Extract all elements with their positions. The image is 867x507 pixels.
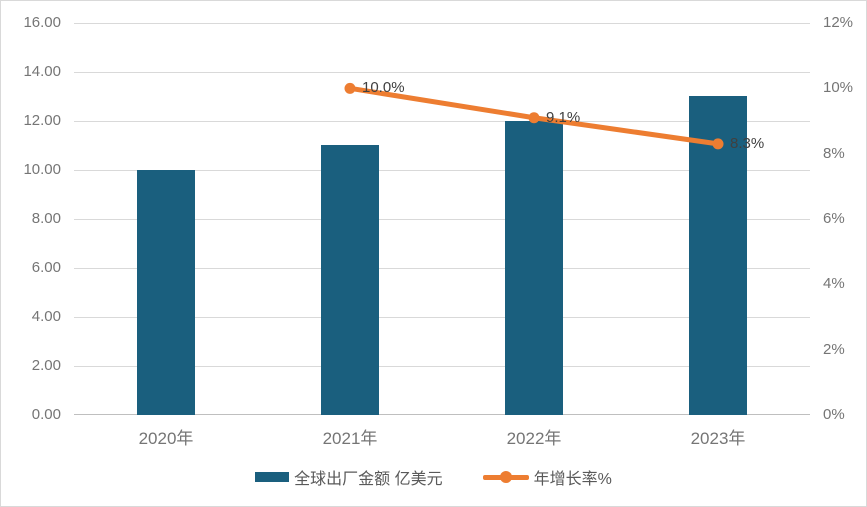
legend-label-bar-series: 全球出厂金额 亿美元 bbox=[294, 471, 443, 488]
right-axis-tick: 8% bbox=[823, 144, 845, 162]
gridline bbox=[74, 219, 810, 220]
line-marker-icon bbox=[499, 471, 512, 483]
gridline bbox=[74, 72, 810, 73]
right-axis-tick: 12% bbox=[823, 14, 854, 31]
left-axis-tick: 0.00 bbox=[31, 406, 61, 423]
line-marker-2023年 bbox=[712, 138, 724, 150]
gridline bbox=[74, 317, 810, 318]
gridline bbox=[74, 366, 810, 367]
left-axis-tick: 2.00 bbox=[31, 357, 61, 374]
legend-item-line-series: 年增长率% bbox=[482, 465, 612, 489]
right-axis-tick: 6% bbox=[823, 209, 845, 227]
left-axis-tick: 14.00 bbox=[23, 63, 61, 80]
data-label-2022年: 9.1% bbox=[546, 109, 581, 126]
x-axis-label: 2020年 bbox=[138, 429, 194, 448]
legend-item-bar-series: 全球出厂金额 亿美元 bbox=[255, 465, 443, 489]
line-marker-2022年 bbox=[528, 112, 540, 124]
left-axis-tick: 12.00 bbox=[23, 112, 61, 129]
left-axis-tick: 6.00 bbox=[31, 259, 61, 276]
right-axis-tick: 0% bbox=[823, 405, 845, 423]
x-axis-line bbox=[74, 414, 810, 415]
data-label-2023年: 8.3% bbox=[730, 135, 765, 152]
right-axis-ticks: 12% 10% 8% 6% 4% 2% 0% bbox=[823, 14, 866, 424]
line-marker-2021年 bbox=[344, 82, 356, 94]
x-axis-label: 2022年 bbox=[506, 429, 562, 448]
gridline bbox=[74, 170, 810, 171]
gridline bbox=[74, 23, 810, 24]
legend: 全球出厂金额 亿美元 年增长率% bbox=[1, 465, 866, 489]
gridline bbox=[74, 121, 810, 122]
right-axis-tick: 4% bbox=[823, 275, 845, 293]
right-axis-tick: 10% bbox=[823, 79, 854, 97]
x-axis-label: 2023年 bbox=[690, 429, 746, 448]
bar-swatch-icon bbox=[255, 472, 290, 482]
bar-2022年 bbox=[505, 121, 563, 415]
line-swatch-icon bbox=[482, 471, 529, 483]
plot-area: 10.0% 9.1% 8.3% bbox=[74, 23, 810, 415]
bar-2021年 bbox=[321, 145, 379, 415]
gridline bbox=[74, 268, 810, 269]
left-axis-ticks: 16.00 14.00 12.00 10.00 8.00 6.00 4.00 2… bbox=[1, 14, 61, 424]
x-axis-labels: 2020年 2021年 2022年 2023年 bbox=[74, 424, 810, 449]
bar-2020年 bbox=[137, 170, 195, 415]
right-axis-tick: 2% bbox=[823, 340, 845, 358]
left-axis-tick: 16.00 bbox=[23, 14, 61, 31]
left-axis-tick: 4.00 bbox=[31, 308, 61, 325]
left-axis-tick: 10.00 bbox=[23, 161, 61, 178]
growth-rate-line bbox=[344, 82, 724, 150]
data-label-2021年: 10.0% bbox=[362, 79, 405, 96]
legend-label-line-series: 年增长率% bbox=[533, 471, 612, 488]
x-axis-label: 2021年 bbox=[322, 429, 378, 448]
left-axis-tick: 8.00 bbox=[31, 210, 61, 227]
